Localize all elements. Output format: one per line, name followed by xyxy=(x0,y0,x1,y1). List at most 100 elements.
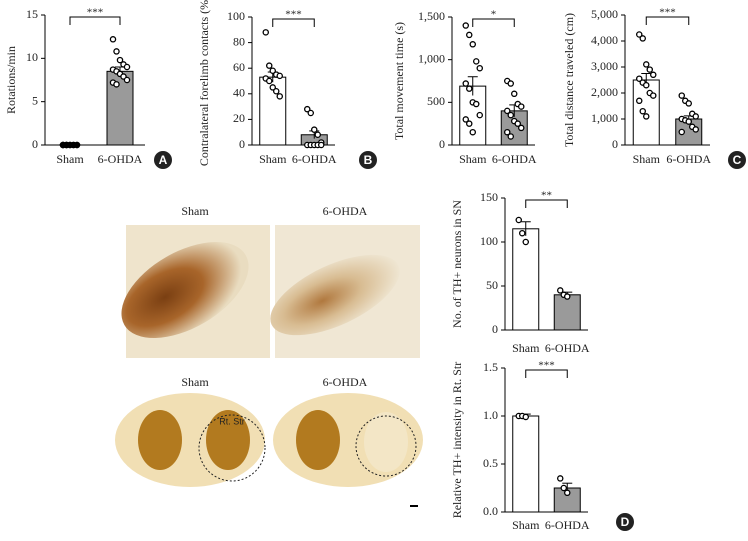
data-point xyxy=(636,31,643,38)
data-point xyxy=(636,75,643,82)
y-tick-label: 40 xyxy=(233,86,245,100)
region-label: Rt. Str xyxy=(219,416,245,426)
bar xyxy=(512,228,540,331)
panel-badge xyxy=(616,513,634,531)
y-tick-label: 4,000 xyxy=(591,33,618,47)
y-tick-label: 5 xyxy=(32,93,38,107)
y-tick-label: 20 xyxy=(233,111,245,125)
data-point xyxy=(507,133,514,140)
panel-letter: B xyxy=(364,153,373,167)
y-axis-label: Rotations/min xyxy=(4,46,18,114)
data-point xyxy=(269,67,276,75)
sn-stain xyxy=(270,254,400,336)
data-point xyxy=(476,111,483,119)
data-point xyxy=(314,131,321,139)
panel-badge xyxy=(728,151,746,169)
y-tick-label: 10 xyxy=(26,50,38,64)
y-tick-label: 0 xyxy=(32,137,38,151)
data-point xyxy=(519,229,526,237)
data-point xyxy=(462,80,469,87)
y-tick-label: 1,500 xyxy=(418,9,445,23)
panel-letter: D xyxy=(621,515,630,529)
x-tick-label: 6-OHDA xyxy=(545,518,590,532)
y-tick-label: 500 xyxy=(427,94,445,108)
striatum xyxy=(296,410,340,470)
bar xyxy=(553,294,581,331)
data-point xyxy=(518,124,525,132)
data-point xyxy=(123,76,131,84)
region-circle xyxy=(355,415,417,477)
y-tick-label: 60 xyxy=(233,60,245,74)
y-tick-label: 15 xyxy=(26,7,38,21)
data-point xyxy=(307,109,314,117)
significance: *** xyxy=(285,9,302,21)
data-point xyxy=(317,141,325,149)
data-point xyxy=(507,111,514,119)
data-point xyxy=(269,84,276,91)
significance-bracket xyxy=(645,16,690,25)
y-tick-label: 1,000 xyxy=(591,111,618,125)
data-point xyxy=(692,113,700,120)
x-tick-label: Sham xyxy=(512,341,540,355)
significance-bracket xyxy=(69,16,121,25)
data-point xyxy=(557,287,564,294)
data-point xyxy=(639,35,647,42)
image-label: 6-OHDA xyxy=(323,204,368,218)
data-point xyxy=(522,413,530,421)
data-point xyxy=(515,216,523,224)
data-point xyxy=(564,293,571,300)
striatum xyxy=(206,410,250,470)
panel-letter: A xyxy=(159,153,168,167)
data-point xyxy=(557,475,564,482)
y-tick-label: 0 xyxy=(492,322,498,336)
panel-badge xyxy=(359,151,377,169)
x-tick-label: Sham xyxy=(459,152,487,166)
data-point xyxy=(636,97,643,105)
data-point xyxy=(503,107,511,115)
significance: * xyxy=(491,9,497,21)
data-point xyxy=(503,128,511,136)
data-point xyxy=(643,81,650,89)
data-point xyxy=(650,92,657,99)
data-point xyxy=(476,64,483,72)
data-point xyxy=(465,31,473,39)
data-point xyxy=(692,126,700,133)
data-point xyxy=(510,90,518,98)
x-tick-label: Sham xyxy=(512,518,540,532)
data-point xyxy=(560,484,568,492)
y-tick-label: 1.5 xyxy=(483,360,498,374)
data-point xyxy=(462,116,469,123)
x-tick-label: 6-OHDA xyxy=(292,152,337,166)
y-tick-label: 3,000 xyxy=(591,59,618,73)
significance: ** xyxy=(541,190,552,202)
data-point xyxy=(265,62,273,69)
data-point xyxy=(116,56,124,64)
data-point xyxy=(564,489,571,497)
significance-bracket xyxy=(472,18,515,27)
bar xyxy=(512,415,540,513)
x-tick-label: 6-OHDA xyxy=(666,152,711,166)
y-tick-label: 100 xyxy=(480,234,498,248)
y-tick-label: 5,000 xyxy=(591,7,618,21)
data-point xyxy=(123,63,131,71)
data-point xyxy=(272,87,280,95)
y-axis-label: Relative TH+ intensity in Rt. Str xyxy=(450,362,464,519)
data-point xyxy=(514,120,522,127)
data-point xyxy=(73,141,81,149)
x-tick-label: 6-OHDA xyxy=(98,152,143,166)
significance: *** xyxy=(659,7,676,19)
data-point xyxy=(472,58,480,65)
histology: Sham 6-OHDA Sham 6-OHDA Rt. Str xyxy=(115,204,423,507)
significance-bracket xyxy=(272,18,315,27)
significance-bracket xyxy=(525,199,568,208)
panel-badge xyxy=(154,151,172,169)
y-axis-label: No. of TH+ neurons in SN xyxy=(450,200,464,328)
data-point xyxy=(63,141,70,149)
y-tick-label: 2,000 xyxy=(591,85,618,99)
data-point xyxy=(678,92,686,99)
data-point xyxy=(276,93,283,100)
data-point xyxy=(113,81,120,88)
y-axis-label: Contralateral forelimb contacts (%) xyxy=(197,0,211,166)
data-point xyxy=(643,61,650,68)
